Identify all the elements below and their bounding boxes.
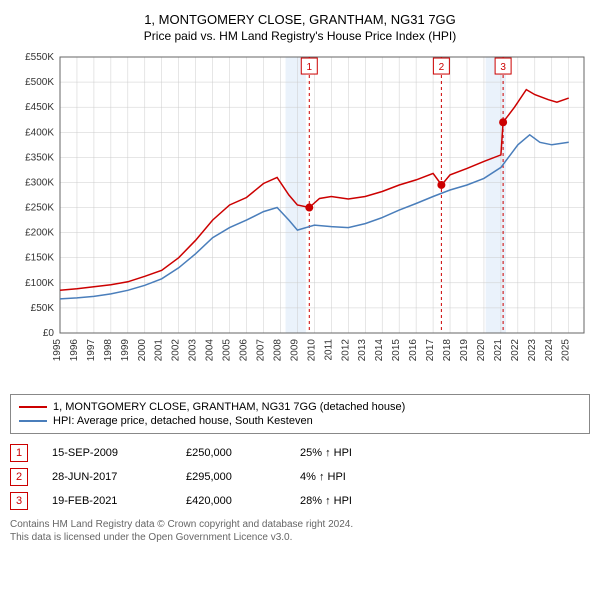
svg-text:2020: 2020 [476,339,487,362]
svg-text:2001: 2001 [154,339,165,362]
sale-row: 3 19-FEB-2021 £420,000 28% ↑ HPI [10,492,590,510]
legend-label: HPI: Average price, detached house, Sout… [53,415,313,427]
chart-title: 1, MONTGOMERY CLOSE, GRANTHAM, NG31 7GG [10,12,590,27]
price-chart: £0 £50K £100K £150K £200K £250K £300K £350K £400… [10,51,590,386]
svg-text:£550K: £550K [25,52,54,63]
chart-svg: £0 £50K £100K £150K £200K £250K £300K £350K £400… [10,51,590,381]
sale-vs-hpi: 28% ↑ HPI [300,495,400,507]
chart-subtitle: Price paid vs. HM Land Registry's House … [10,29,590,43]
legend-label: 1, MONTGOMERY CLOSE, GRANTHAM, NG31 7GG … [53,401,405,413]
svg-text:2007: 2007 [255,339,266,362]
sale-date: 15-SEP-2009 [52,447,162,459]
svg-text:1996: 1996 [69,339,80,362]
svg-text:2024: 2024 [544,339,555,362]
footer-line: This data is licensed under the Open Gov… [10,531,590,544]
sale-date: 28-JUN-2017 [52,471,162,483]
svg-text:£300K: £300K [25,177,54,188]
svg-text:2025: 2025 [561,339,572,362]
sale-badge: 3 [10,492,28,510]
svg-text:2023: 2023 [527,339,538,362]
sales-table: 1 15-SEP-2009 £250,000 25% ↑ HPI 2 28-JU… [10,444,590,510]
svg-text:2015: 2015 [391,339,402,362]
footer-line: Contains HM Land Registry data © Crown c… [10,518,590,531]
svg-text:2002: 2002 [171,339,182,362]
legend-swatch [19,420,47,422]
svg-text:£150K: £150K [25,253,54,264]
svg-text:2017: 2017 [425,339,436,362]
svg-text:1995: 1995 [52,339,63,362]
svg-text:2006: 2006 [239,339,250,362]
svg-text:2021: 2021 [493,339,504,362]
svg-text:£500K: £500K [25,77,54,88]
svg-text:1999: 1999 [120,339,131,362]
svg-text:£0: £0 [43,328,55,339]
svg-text:2010: 2010 [306,339,317,362]
svg-text:2: 2 [439,62,445,73]
sale-date: 19-FEB-2021 [52,495,162,507]
svg-text:2004: 2004 [205,339,216,362]
sale-price: £295,000 [186,471,276,483]
sale-vs-hpi: 25% ↑ HPI [300,447,400,459]
svg-text:2018: 2018 [442,339,453,362]
svg-text:2016: 2016 [408,339,419,362]
sale-price: £250,000 [186,447,276,459]
svg-text:1998: 1998 [103,339,114,362]
svg-text:2019: 2019 [459,339,470,362]
svg-text:£400K: £400K [25,127,54,138]
legend-item: HPI: Average price, detached house, Sout… [19,415,581,427]
svg-text:2005: 2005 [222,339,233,362]
svg-text:£350K: £350K [25,152,54,163]
svg-text:2012: 2012 [340,339,351,362]
sale-row: 1 15-SEP-2009 £250,000 25% ↑ HPI [10,444,590,462]
sale-vs-hpi: 4% ↑ HPI [300,471,400,483]
svg-text:£100K: £100K [25,278,54,289]
svg-text:3: 3 [500,62,506,73]
svg-text:2022: 2022 [510,339,521,362]
svg-text:2013: 2013 [357,339,368,362]
legend-swatch [19,406,47,408]
svg-text:2008: 2008 [272,339,283,362]
sale-badge: 1 [10,444,28,462]
svg-text:£250K: £250K [25,203,54,214]
svg-text:2003: 2003 [188,339,199,362]
sale-row: 2 28-JUN-2017 £295,000 4% ↑ HPI [10,468,590,486]
svg-text:1: 1 [307,62,313,73]
svg-text:£200K: £200K [25,228,54,239]
sale-badge: 2 [10,468,28,486]
svg-text:1997: 1997 [86,339,97,362]
legend: 1, MONTGOMERY CLOSE, GRANTHAM, NG31 7GG … [10,394,590,434]
legend-item: 1, MONTGOMERY CLOSE, GRANTHAM, NG31 7GG … [19,401,581,413]
svg-text:£50K: £50K [31,303,55,314]
svg-text:2009: 2009 [289,339,300,362]
svg-text:2000: 2000 [137,339,148,362]
svg-text:2011: 2011 [323,339,334,361]
svg-text:2014: 2014 [374,339,385,362]
sale-price: £420,000 [186,495,276,507]
svg-text:£450K: £450K [25,102,54,113]
footer-attribution: Contains HM Land Registry data © Crown c… [10,518,590,544]
